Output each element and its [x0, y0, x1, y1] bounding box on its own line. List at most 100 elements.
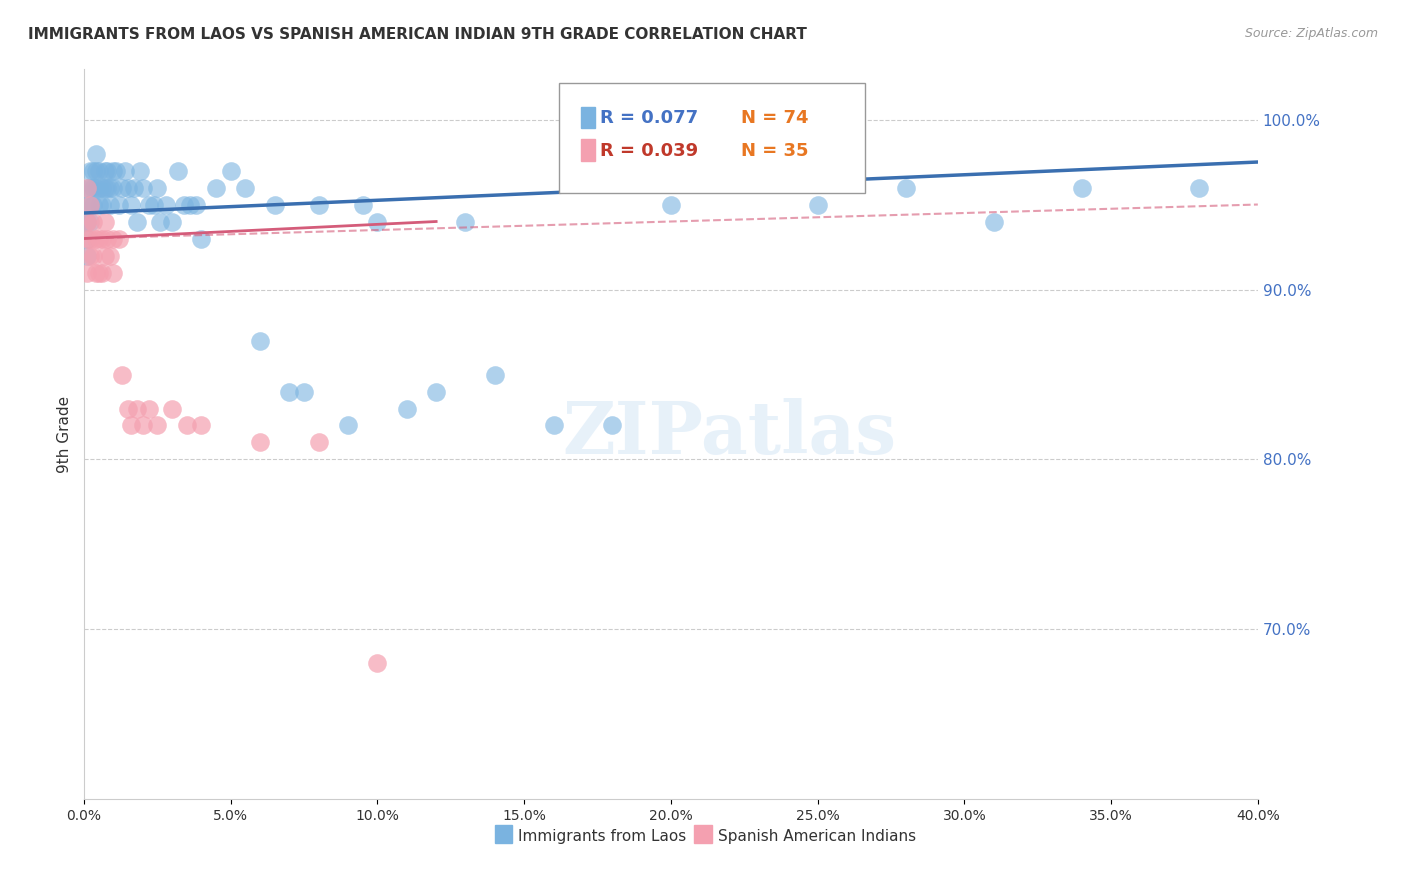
Immigrants from Laos — [114, 163, 136, 178]
Immigrants from Laos — [131, 180, 153, 194]
Spanish American Indians — [76, 231, 98, 245]
Spanish American Indians — [90, 266, 112, 280]
Immigrants from Laos — [87, 163, 110, 178]
Immigrants from Laos — [108, 197, 131, 211]
Spanish American Indians — [84, 231, 107, 245]
Spanish American Indians — [108, 231, 131, 245]
Immigrants from Laos — [659, 197, 682, 211]
Immigrants from Laos — [82, 163, 104, 178]
Spanish American Indians — [249, 435, 271, 450]
Text: R = 0.039: R = 0.039 — [600, 142, 699, 160]
Spanish American Indians — [103, 231, 125, 245]
Immigrants from Laos — [205, 180, 228, 194]
Immigrants from Laos — [337, 418, 360, 433]
Spanish American Indians — [84, 266, 107, 280]
Text: R = 0.077: R = 0.077 — [600, 109, 699, 127]
Spanish American Indians — [79, 231, 101, 245]
Immigrants from Laos — [149, 214, 172, 228]
Immigrants from Laos — [76, 231, 98, 245]
Immigrants from Laos — [278, 384, 301, 399]
Bar — [581, 106, 595, 128]
Text: Spanish American Indians: Spanish American Indians — [718, 829, 915, 844]
Spanish American Indians — [125, 401, 148, 416]
Immigrants from Laos — [87, 197, 110, 211]
Text: ZIPatlas: ZIPatlas — [562, 399, 897, 469]
Spanish American Indians — [87, 231, 110, 245]
Immigrants from Laos — [235, 180, 257, 194]
Immigrants from Laos — [90, 197, 112, 211]
Immigrants from Laos — [76, 180, 98, 194]
Spanish American Indians — [308, 435, 330, 450]
Immigrants from Laos — [718, 163, 741, 178]
Spanish American Indians — [111, 368, 134, 382]
Immigrants from Laos — [76, 197, 98, 211]
Immigrants from Laos — [84, 146, 107, 161]
Immigrants from Laos — [263, 197, 285, 211]
Immigrants from Laos — [155, 197, 177, 211]
Spanish American Indians — [90, 231, 112, 245]
Spanish American Indians — [138, 401, 160, 416]
Immigrants from Laos — [82, 197, 104, 211]
Bar — [495, 825, 512, 843]
Immigrants from Laos — [807, 197, 830, 211]
Immigrants from Laos — [894, 180, 917, 194]
Immigrants from Laos — [79, 180, 101, 194]
Immigrants from Laos — [103, 163, 125, 178]
Immigrants from Laos — [120, 197, 142, 211]
Immigrants from Laos — [454, 214, 477, 228]
Spanish American Indians — [96, 231, 118, 245]
Immigrants from Laos — [308, 197, 330, 211]
Immigrants from Laos — [125, 214, 148, 228]
Immigrants from Laos — [484, 368, 506, 382]
Spanish American Indians — [93, 214, 115, 228]
Immigrants from Laos — [93, 163, 115, 178]
Immigrants from Laos — [79, 197, 101, 211]
Spanish American Indians — [190, 418, 212, 433]
Bar — [695, 825, 711, 843]
Spanish American Indians — [79, 248, 101, 262]
Immigrants from Laos — [167, 163, 190, 178]
Spanish American Indians — [160, 401, 183, 416]
Spanish American Indians — [93, 248, 115, 262]
Text: IMMIGRANTS FROM LAOS VS SPANISH AMERICAN INDIAN 9TH GRADE CORRELATION CHART: IMMIGRANTS FROM LAOS VS SPANISH AMERICAN… — [28, 27, 807, 42]
Spanish American Indians — [76, 266, 98, 280]
Immigrants from Laos — [219, 163, 242, 178]
Immigrants from Laos — [160, 214, 183, 228]
Immigrants from Laos — [117, 180, 139, 194]
Immigrants from Laos — [84, 163, 107, 178]
Spanish American Indians — [76, 180, 98, 194]
Immigrants from Laos — [395, 401, 418, 416]
Immigrants from Laos — [600, 418, 623, 433]
Spanish American Indians — [176, 418, 198, 433]
Immigrants from Laos — [84, 180, 107, 194]
Immigrants from Laos — [103, 180, 125, 194]
Immigrants from Laos — [366, 214, 388, 228]
Immigrants from Laos — [1188, 180, 1211, 194]
Spanish American Indians — [366, 657, 388, 671]
Immigrants from Laos — [143, 197, 166, 211]
Immigrants from Laos — [76, 214, 98, 228]
Text: Immigrants from Laos: Immigrants from Laos — [519, 829, 686, 844]
Spanish American Indians — [100, 248, 122, 262]
Spanish American Indians — [131, 418, 153, 433]
Immigrants from Laos — [425, 384, 447, 399]
Immigrants from Laos — [76, 248, 98, 262]
Immigrants from Laos — [543, 418, 565, 433]
Immigrants from Laos — [184, 197, 207, 211]
Spanish American Indians — [82, 248, 104, 262]
Text: N = 74: N = 74 — [741, 109, 808, 127]
Bar — [581, 138, 595, 161]
Immigrants from Laos — [105, 163, 128, 178]
Immigrants from Laos — [87, 180, 110, 194]
Spanish American Indians — [120, 418, 142, 433]
Immigrants from Laos — [100, 197, 122, 211]
Spanish American Indians — [87, 266, 110, 280]
Immigrants from Laos — [96, 180, 118, 194]
Text: Source: ZipAtlas.com: Source: ZipAtlas.com — [1244, 27, 1378, 40]
Immigrants from Laos — [79, 214, 101, 228]
Immigrants from Laos — [90, 180, 112, 194]
Immigrants from Laos — [1070, 180, 1092, 194]
Immigrants from Laos — [79, 163, 101, 178]
Y-axis label: 9th Grade: 9th Grade — [58, 395, 72, 473]
Immigrants from Laos — [292, 384, 315, 399]
